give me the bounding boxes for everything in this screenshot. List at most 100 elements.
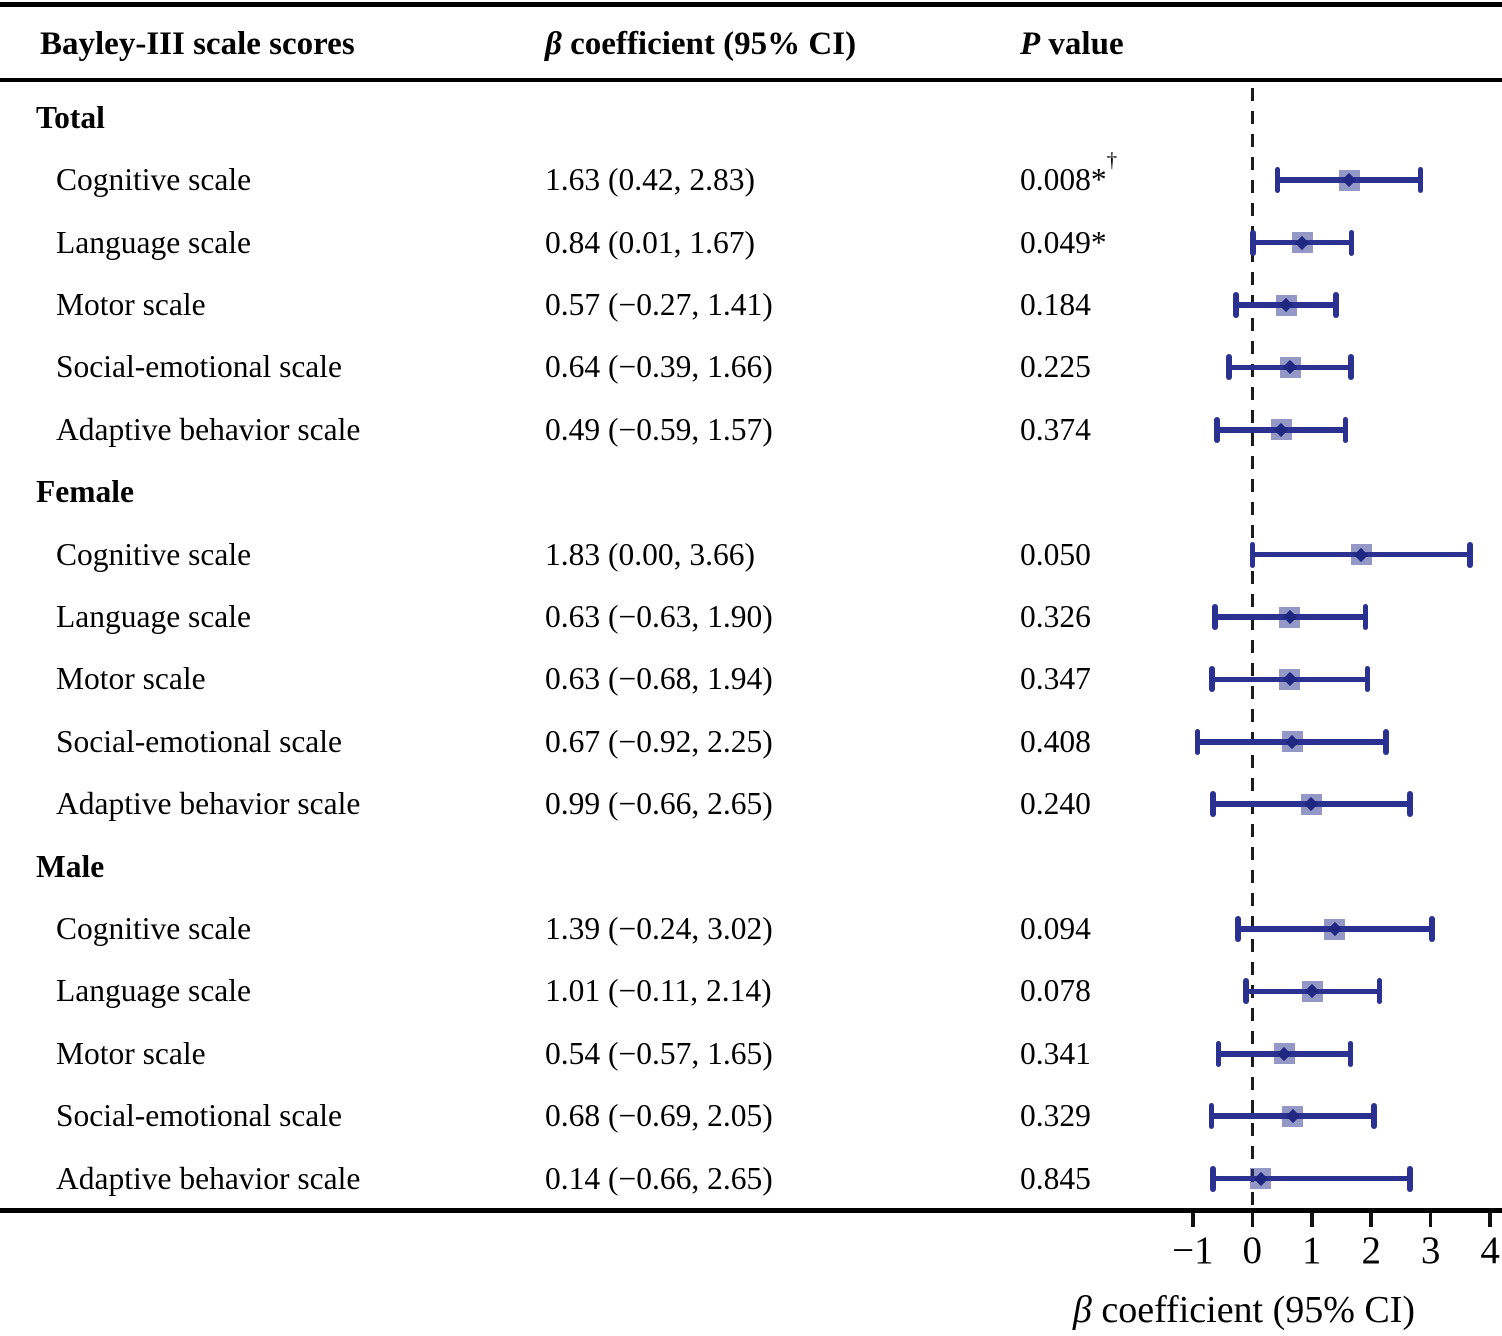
group-label: Total [36,99,105,135]
row-beta-ci-value: 1.39 (−0.24, 3.02) [545,911,773,946]
table-row: Motor scale 0.63 (−0.68, 1.94) 0.347 [0,648,1160,710]
row-scale-label: Social-emotional scale [56,723,343,759]
row-p-value: 0.225 [1020,349,1091,385]
ci-cap-right [1407,1165,1413,1192]
ci-cap-right [1371,1103,1377,1130]
row-p-value: 0.240 [1020,786,1091,822]
ci-cap-right [1348,354,1354,381]
table-row: Motor scale 0.57 (−0.27, 1.41) 0.184 [0,274,1160,336]
table-row: Adaptive behavior scale 0.49 (−0.59, 1.57… [0,399,1160,461]
row-beta-ci-value: 0.84 (0.01, 1.67) [545,224,755,260]
ci-cap-right [1429,916,1435,942]
table-group-row: Female [0,461,1160,523]
row-scale-label: Motor scale [56,1035,206,1071]
ci-cap-right [1383,728,1389,755]
axis-tick [1428,1212,1433,1227]
table-row: Language scale 1.01 (−0.11, 2.14) 0.078 [0,960,1160,1022]
group-label: Male [36,848,105,884]
row-scale-label: Motor scale [56,661,206,697]
ci-cap-left [1215,1040,1222,1067]
row-p-value: 0.049* [1020,224,1107,260]
row-scale-label: Adaptive behavior scale [56,1160,361,1196]
ci-cap-right [1362,604,1368,630]
row-beta-ci-value: 0.49 (−0.59, 1.57) [545,411,773,447]
row-beta-ci-value: 0.14 (−0.66, 2.65) [545,1160,773,1196]
table-row: Language scale 0.84 (0.01, 1.67) 0.049* [0,212,1160,274]
ci-cap-left [1249,541,1256,568]
row-beta-ci-value: 0.99 (−0.66, 2.65) [545,786,773,822]
ci-cap-left [1235,916,1241,942]
row-scale-label: Language scale [56,224,252,260]
row-p-value: 0.347 [1020,661,1091,697]
p-value-dagger-superscript: † [1106,147,1118,172]
ci-cap-right [1407,791,1413,818]
header-rule [0,78,1502,82]
p-symbol: P [1020,26,1041,62]
ci-cap-right [1348,229,1355,256]
row-beta-ci-value: 0.68 (−0.69, 2.05) [545,1098,773,1134]
row-beta-ci-value: 0.54 (−0.57, 1.65) [545,1035,773,1071]
table-row: Adaptive behavior scale 0.14 (−0.66, 2.65… [0,1148,1160,1210]
axis-tick [1369,1212,1373,1227]
ci-cap-right [1467,541,1473,568]
ci-cap-left [1210,791,1216,818]
table-row: Motor scale 0.54 (−0.57, 1.65) 0.341 [0,1023,1160,1085]
bottom-rule-axis-line [0,1208,1502,1213]
group-label: Female [36,474,134,510]
table-group-row: Total [0,87,1160,149]
ci-cap-left [1226,354,1232,381]
ci-line [1213,1175,1410,1182]
row-beta-ci-value: 1.63 (0.42, 2.83) [545,162,755,198]
row-p-value: 0.408 [1020,723,1091,759]
row-p-value: 0.050 [1020,536,1091,572]
row-scale-label: Adaptive behavior scale [56,786,361,822]
ci-cap-left [1243,978,1249,1005]
table-row: Social-emotional scale 0.64 (−0.39, 1.66)… [0,336,1160,398]
ci-cap-left [1210,1165,1216,1192]
x-axis-label-text: coefficient (95% CI) [1091,1289,1416,1331]
row-beta-ci-value: 0.67 (−0.92, 2.25) [545,723,773,759]
ci-cap-right [1417,167,1424,194]
row-p-value: 0.845 [1020,1160,1091,1196]
table-row: Cognitive scale 1.39 (−0.24, 3.02) 0.094 [0,898,1160,960]
column-header-p-value: P value [1020,14,1124,74]
ci-cap-right [1376,978,1383,1005]
table-row: Language scale 0.63 (−0.63, 1.90) 0.326 [0,586,1160,648]
row-p-value: 0.374 [1020,411,1091,447]
row-scale-label: Language scale [56,973,252,1009]
row-beta-ci-value: 1.01 (−0.11, 2.14) [545,973,772,1009]
ci-cap-left [1212,604,1218,630]
row-p-value: 0.326 [1020,599,1091,634]
row-beta-ci-value: 0.63 (−0.68, 1.94) [545,661,773,697]
table-row: Social-emotional scale 0.68 (−0.69, 2.05)… [0,1085,1160,1147]
row-scale-label: Cognitive scale [56,536,252,572]
ci-cap-left [1250,229,1256,256]
ci-cap-left [1214,416,1220,443]
axis-tick [1191,1212,1195,1227]
axis-tick [1310,1212,1314,1227]
column-header-scale-scores: Bayley-III scale scores [40,26,355,62]
x-axis-label: β coefficient (95% CI) [1073,1288,1415,1332]
column-header-beta-ci-text: coefficient (95% CI) [561,26,857,62]
zero-dashed-line [1250,88,1254,1208]
table-group-row: Male [0,836,1160,898]
table-row: Social-emotional scale 0.67 (−0.92, 2.25)… [0,711,1160,773]
row-scale-label: Cognitive scale [56,162,252,198]
column-header-beta-ci: β coefficient (95% CI) [545,14,856,74]
axis-tick-label: 1 [1302,1229,1322,1272]
ci-cap-right [1342,416,1349,443]
row-p-value: 0.341 [1020,1035,1091,1071]
row-p-value: 0.184 [1020,287,1091,322]
axis-tick-label: 3 [1420,1229,1441,1272]
row-p-value: 0.094 [1020,911,1091,946]
row-scale-label: Motor scale [56,287,206,322]
row-beta-ci-value: 0.64 (−0.39, 1.66) [545,349,773,385]
axis-tick-label: 4 [1480,1229,1500,1272]
axis-beta-symbol: β [1072,1289,1092,1331]
row-p-value: 0.329 [1020,1098,1091,1134]
ci-cap-left [1233,292,1239,318]
beta-symbol: β [545,26,562,62]
ci-cap-left [1209,666,1215,693]
